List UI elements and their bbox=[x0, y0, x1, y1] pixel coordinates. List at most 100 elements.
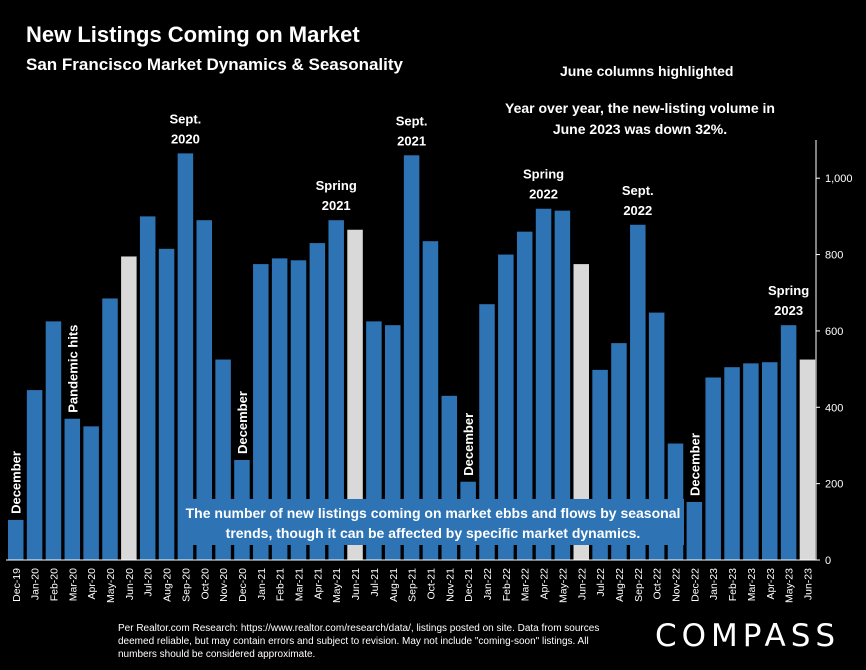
annotation-label: 2022 bbox=[623, 203, 652, 218]
x-tick-label: Mar-23 bbox=[746, 568, 758, 601]
x-tick-label: Jun-20 bbox=[124, 568, 136, 600]
annotation-label: Spring bbox=[316, 178, 357, 193]
bar-feb-22 bbox=[498, 254, 514, 560]
x-tick-label: Mar-22 bbox=[520, 568, 532, 601]
bar-mar-23 bbox=[743, 363, 759, 560]
annotation-label: 2022 bbox=[529, 187, 558, 202]
bar-jun-23 bbox=[799, 359, 816, 560]
x-tick-label: Jul-22 bbox=[595, 568, 607, 597]
bar-may-23 bbox=[780, 325, 797, 560]
y-tick-label: 1,000 bbox=[825, 173, 853, 185]
x-tick-label: Jan-22 bbox=[482, 568, 494, 600]
x-tick-label: Jun-21 bbox=[350, 568, 362, 600]
annotation-label: December bbox=[9, 451, 24, 514]
x-tick-label: Feb-20 bbox=[48, 568, 60, 601]
yoy-note: Year over year, the new-listing volume i… bbox=[505, 100, 775, 137]
x-tick-label: Aug-21 bbox=[388, 568, 400, 602]
x-tick-label: Jul-21 bbox=[369, 568, 381, 597]
annotation-label: 2020 bbox=[171, 131, 200, 146]
annotation-label: Sept. bbox=[396, 113, 428, 128]
x-tick-label: May-21 bbox=[331, 568, 343, 603]
x-tick-label: Dec-19 bbox=[11, 568, 23, 602]
bar-sep-22 bbox=[630, 224, 646, 560]
x-tick-label: Mar-20 bbox=[67, 568, 79, 601]
bar-dec-19 bbox=[8, 519, 24, 560]
bar-oct-20 bbox=[196, 220, 212, 560]
x-tick-label: Jun-22 bbox=[576, 568, 588, 600]
footer-note: Per Realtor.com Research: https://www.re… bbox=[118, 623, 600, 660]
bar-jan-23 bbox=[705, 377, 721, 560]
bar-jun-22 bbox=[573, 264, 589, 560]
x-tick-label: Sep-21 bbox=[407, 568, 419, 602]
annotation-label: Sept. bbox=[622, 183, 654, 198]
annotation-label: Sept. bbox=[170, 111, 202, 126]
compass-logo: COMPASS bbox=[655, 618, 841, 654]
bar-jan-20 bbox=[26, 390, 43, 560]
x-tick-label: Apr-20 bbox=[86, 568, 98, 600]
x-tick-label: Sep-22 bbox=[633, 568, 645, 602]
bar-aug-20 bbox=[158, 248, 175, 560]
x-tick-label: Apr-23 bbox=[765, 568, 777, 600]
x-tick-label: Apr-21 bbox=[312, 568, 324, 600]
x-tick-label: Jan-23 bbox=[708, 568, 720, 600]
annotation-label: Pandemic hits bbox=[65, 325, 80, 413]
chart-title: New Listings Coming on Market bbox=[26, 22, 360, 47]
bar-feb-23 bbox=[724, 367, 740, 560]
x-tick-label: Sep-20 bbox=[180, 568, 192, 602]
x-tick-label: Aug-20 bbox=[162, 568, 174, 602]
bar-feb-21 bbox=[271, 258, 288, 560]
x-tick-label: May-23 bbox=[784, 568, 796, 603]
x-tick-label: Jul-20 bbox=[143, 568, 155, 597]
y-tick-label: 200 bbox=[825, 479, 843, 491]
annotation-label: 2023 bbox=[774, 303, 803, 318]
bar-jan-22 bbox=[479, 304, 495, 560]
bar-apr-21 bbox=[309, 243, 326, 560]
x-tick-label: Dec-20 bbox=[237, 568, 249, 602]
bar-feb-20 bbox=[45, 321, 62, 560]
callout-box: The number of new listings coming on mar… bbox=[182, 499, 684, 545]
x-tick-label: Apr-22 bbox=[539, 568, 551, 600]
bar-apr-23 bbox=[762, 362, 778, 560]
y-tick-label: 0 bbox=[825, 555, 831, 567]
annotation-label: December bbox=[687, 433, 702, 496]
x-tick-label: Aug-22 bbox=[614, 568, 626, 602]
x-tick-label: Nov-22 bbox=[671, 568, 683, 602]
x-tick-label: May-22 bbox=[557, 568, 569, 603]
x-tick-label: Jan-20 bbox=[30, 568, 42, 600]
x-tick-label: Mar-21 bbox=[294, 568, 306, 601]
annotation-label: Spring bbox=[768, 283, 809, 298]
x-tick-label: Feb-23 bbox=[727, 568, 739, 601]
bar-may-21 bbox=[328, 220, 344, 560]
bar-may-22 bbox=[554, 210, 571, 560]
bar-dec-22 bbox=[686, 501, 703, 560]
bar-mar-22 bbox=[516, 231, 533, 561]
highlight-note: June columns highlighted bbox=[560, 63, 734, 79]
annotation-label: 2021 bbox=[322, 198, 351, 213]
x-tick-label: Jan-21 bbox=[256, 568, 268, 600]
bar-oct-21 bbox=[422, 241, 439, 560]
x-tick-label: Feb-22 bbox=[501, 568, 513, 601]
annotation-label: Spring bbox=[523, 167, 564, 182]
bar-may-20 bbox=[102, 298, 118, 560]
bar-mar-20 bbox=[64, 418, 81, 560]
x-tick-label: May-20 bbox=[105, 568, 117, 603]
x-tick-label: Nov-21 bbox=[444, 568, 456, 602]
bar-sep-20 bbox=[177, 153, 194, 560]
y-tick-label: 400 bbox=[825, 402, 843, 414]
bar-apr-20 bbox=[83, 426, 99, 560]
x-tick-label: Dec-22 bbox=[689, 568, 701, 602]
y-tick-label: 600 bbox=[825, 326, 843, 338]
bar-jul-20 bbox=[139, 216, 156, 560]
bar-oct-22 bbox=[648, 312, 665, 560]
x-tick-label: Nov-20 bbox=[218, 568, 230, 602]
x-tick-label: Feb-21 bbox=[275, 568, 287, 601]
x-tick-label: Oct-20 bbox=[199, 568, 211, 600]
annotation-label: December bbox=[461, 413, 476, 476]
x-tick-label: Jun-23 bbox=[802, 568, 814, 600]
bar-apr-22 bbox=[535, 208, 552, 560]
bar-sep-21 bbox=[403, 155, 420, 561]
bar-jan-21 bbox=[253, 264, 269, 560]
bar-jun-20 bbox=[121, 256, 137, 560]
annotation-label: 2021 bbox=[397, 133, 426, 148]
